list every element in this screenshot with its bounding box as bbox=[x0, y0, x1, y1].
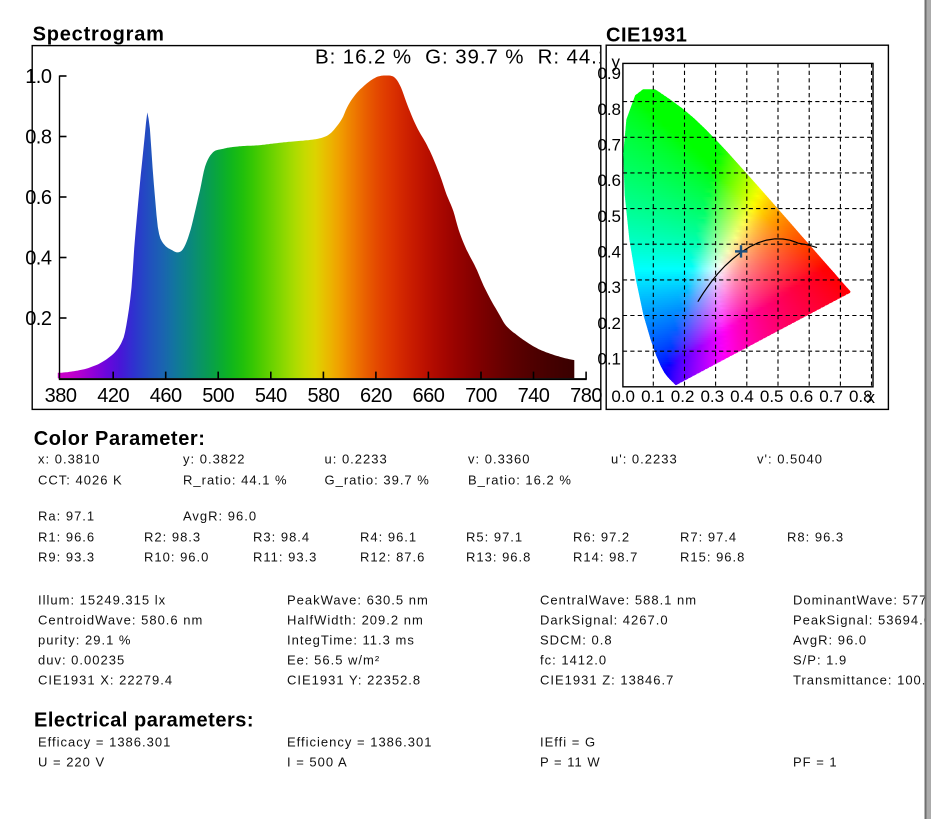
svg-text:x: x bbox=[867, 388, 876, 407]
svg-text:Color Parameter:: Color Parameter: bbox=[34, 428, 206, 450]
svg-text:purity: 29.1 %: purity: 29.1 % bbox=[38, 633, 132, 648]
svg-text:R11: 93.3: R11: 93.3 bbox=[253, 550, 317, 565]
svg-text:DarkSignal: 4267.0: DarkSignal: 4267.0 bbox=[540, 613, 669, 628]
svg-text:CIE1931: CIE1931 bbox=[606, 24, 687, 46]
svg-text:x: 0.3810: x: 0.3810 bbox=[38, 452, 101, 467]
svg-text:R3: 98.4: R3: 98.4 bbox=[253, 530, 310, 545]
svg-text:Spectrogram: Spectrogram bbox=[33, 24, 165, 46]
svg-text:R5: 97.1: R5: 97.1 bbox=[466, 530, 523, 545]
svg-text:R2: 98.3: R2: 98.3 bbox=[144, 530, 201, 545]
svg-text:Ra: 97.1: Ra: 97.1 bbox=[38, 509, 95, 524]
svg-text:0.8: 0.8 bbox=[597, 100, 621, 119]
svg-text:CentroidWave: 580.6 nm: CentroidWave: 580.6 nm bbox=[38, 613, 203, 628]
svg-text:AvgR: 96.0: AvgR: 96.0 bbox=[793, 633, 867, 648]
svg-text:0.4: 0.4 bbox=[25, 248, 52, 270]
svg-text:700: 700 bbox=[465, 385, 497, 407]
svg-text:Electrical parameters:: Electrical parameters: bbox=[34, 710, 254, 732]
svg-text:Efficiency = 1386.301: Efficiency = 1386.301 bbox=[287, 735, 432, 750]
svg-text:R9: 93.3: R9: 93.3 bbox=[38, 550, 95, 565]
svg-text:B: 16.2 % G: 39.7 % R: 44.1: B: 16.2 % G: 39.7 % R: 44.1 bbox=[315, 46, 610, 69]
svg-text:duv: 0.00235: duv: 0.00235 bbox=[38, 653, 125, 668]
svg-text:R8: 96.3: R8: 96.3 bbox=[787, 530, 844, 545]
svg-text:y: y bbox=[612, 53, 621, 72]
svg-text:y: 0.3822: y: 0.3822 bbox=[183, 452, 246, 467]
svg-text:CentralWave: 588.1 nm: CentralWave: 588.1 nm bbox=[540, 593, 697, 608]
svg-text:R1: 96.6: R1: 96.6 bbox=[38, 530, 95, 545]
svg-text:Illum: 15249.315 lx: Illum: 15249.315 lx bbox=[38, 593, 166, 608]
svg-text:R6: 97.2: R6: 97.2 bbox=[573, 530, 630, 545]
svg-text:SDCM: 0.8: SDCM: 0.8 bbox=[540, 633, 613, 648]
svg-text:0.3: 0.3 bbox=[700, 387, 724, 406]
svg-text:R12: 87.6: R12: 87.6 bbox=[360, 550, 425, 565]
svg-text:540: 540 bbox=[255, 385, 287, 407]
svg-text:U = 220 V: U = 220 V bbox=[38, 755, 105, 770]
svg-text:IntegTime: 11.3 ms: IntegTime: 11.3 ms bbox=[287, 633, 415, 648]
svg-text:v': 0.5040: v': 0.5040 bbox=[757, 452, 823, 467]
svg-text:DominantWave: 577.8 nm: DominantWave: 577.8 nm bbox=[793, 593, 931, 608]
svg-text:1.0: 1.0 bbox=[25, 66, 52, 88]
svg-text:0.7: 0.7 bbox=[597, 136, 621, 155]
svg-text:AvgR: 96.0: AvgR: 96.0 bbox=[183, 509, 257, 524]
svg-text:G_ratio: 39.7 %: G_ratio: 39.7 % bbox=[325, 473, 430, 488]
svg-text:R4: 96.1: R4: 96.1 bbox=[360, 530, 417, 545]
svg-text:v: 0.3360: v: 0.3360 bbox=[468, 452, 531, 467]
svg-text:500: 500 bbox=[202, 385, 234, 407]
svg-text:S/P: 1.9: S/P: 1.9 bbox=[793, 653, 847, 668]
svg-text:460: 460 bbox=[150, 385, 182, 407]
svg-text:Transmittance: 100.0 %: Transmittance: 100.0 % bbox=[793, 673, 931, 688]
svg-text:0.2: 0.2 bbox=[25, 308, 52, 330]
svg-text:fc: 1412.0: fc: 1412.0 bbox=[540, 653, 607, 668]
svg-text:HalfWidth: 209.2 nm: HalfWidth: 209.2 nm bbox=[287, 613, 424, 628]
svg-text:0.4: 0.4 bbox=[597, 243, 621, 262]
svg-text:0.5: 0.5 bbox=[760, 387, 784, 406]
svg-text:0.6: 0.6 bbox=[597, 171, 621, 190]
svg-text:0.2: 0.2 bbox=[671, 387, 695, 406]
svg-text:780: 780 bbox=[570, 385, 602, 407]
svg-text:0.0: 0.0 bbox=[611, 387, 635, 406]
svg-text:R15: 96.8: R15: 96.8 bbox=[680, 550, 745, 565]
svg-text:R10: 96.0: R10: 96.0 bbox=[144, 550, 209, 565]
svg-text:R7: 97.4: R7: 97.4 bbox=[680, 530, 737, 545]
svg-text:PeakWave: 630.5 nm: PeakWave: 630.5 nm bbox=[287, 593, 429, 608]
svg-text:PeakSignal: 53694.0: PeakSignal: 53694.0 bbox=[793, 613, 931, 628]
svg-text:IEffi = G: IEffi = G bbox=[540, 735, 596, 750]
svg-text:R13: 96.8: R13: 96.8 bbox=[466, 550, 531, 565]
svg-text:CIE1931 Y: 22352.8: CIE1931 Y: 22352.8 bbox=[287, 673, 421, 688]
svg-text:I = 500 A: I = 500 A bbox=[287, 755, 348, 770]
svg-text:380: 380 bbox=[45, 385, 77, 407]
svg-text:R14: 98.7: R14: 98.7 bbox=[573, 550, 638, 565]
svg-text:CCT: 4026 K: CCT: 4026 K bbox=[38, 473, 123, 488]
svg-text:R_ratio: 44.1 %: R_ratio: 44.1 % bbox=[183, 473, 288, 488]
svg-text:0.8: 0.8 bbox=[25, 127, 52, 149]
svg-text:CIE1931 Z: 13846.7: CIE1931 Z: 13846.7 bbox=[540, 673, 674, 688]
svg-text:0.6: 0.6 bbox=[25, 187, 52, 209]
svg-text:0.1: 0.1 bbox=[597, 350, 621, 369]
svg-text:0.7: 0.7 bbox=[819, 387, 843, 406]
svg-text:0.4: 0.4 bbox=[730, 387, 754, 406]
svg-text:B_ratio: 16.2 %: B_ratio: 16.2 % bbox=[468, 473, 572, 488]
svg-text:u: 0.2233: u: 0.2233 bbox=[325, 452, 388, 467]
svg-text:u': 0.2233: u': 0.2233 bbox=[611, 452, 678, 467]
svg-text:0.5: 0.5 bbox=[597, 207, 621, 226]
svg-text:0.6: 0.6 bbox=[790, 387, 814, 406]
svg-text:620: 620 bbox=[360, 385, 392, 407]
svg-text:P = 11 W: P = 11 W bbox=[540, 755, 601, 770]
svg-text:Efficacy = 1386.301: Efficacy = 1386.301 bbox=[38, 735, 171, 750]
svg-text:0.3: 0.3 bbox=[597, 278, 621, 297]
svg-text:Ee: 56.5 w/m²: Ee: 56.5 w/m² bbox=[287, 653, 380, 668]
svg-text:CIE1931 X: 22279.4: CIE1931 X: 22279.4 bbox=[38, 673, 173, 688]
svg-text:740: 740 bbox=[518, 385, 550, 407]
svg-text:0.2: 0.2 bbox=[597, 314, 621, 333]
svg-text:660: 660 bbox=[412, 385, 444, 407]
svg-text:580: 580 bbox=[307, 385, 339, 407]
svg-text:420: 420 bbox=[97, 385, 129, 407]
svg-text:PF = 1: PF = 1 bbox=[793, 755, 838, 770]
svg-text:0.1: 0.1 bbox=[641, 387, 665, 406]
